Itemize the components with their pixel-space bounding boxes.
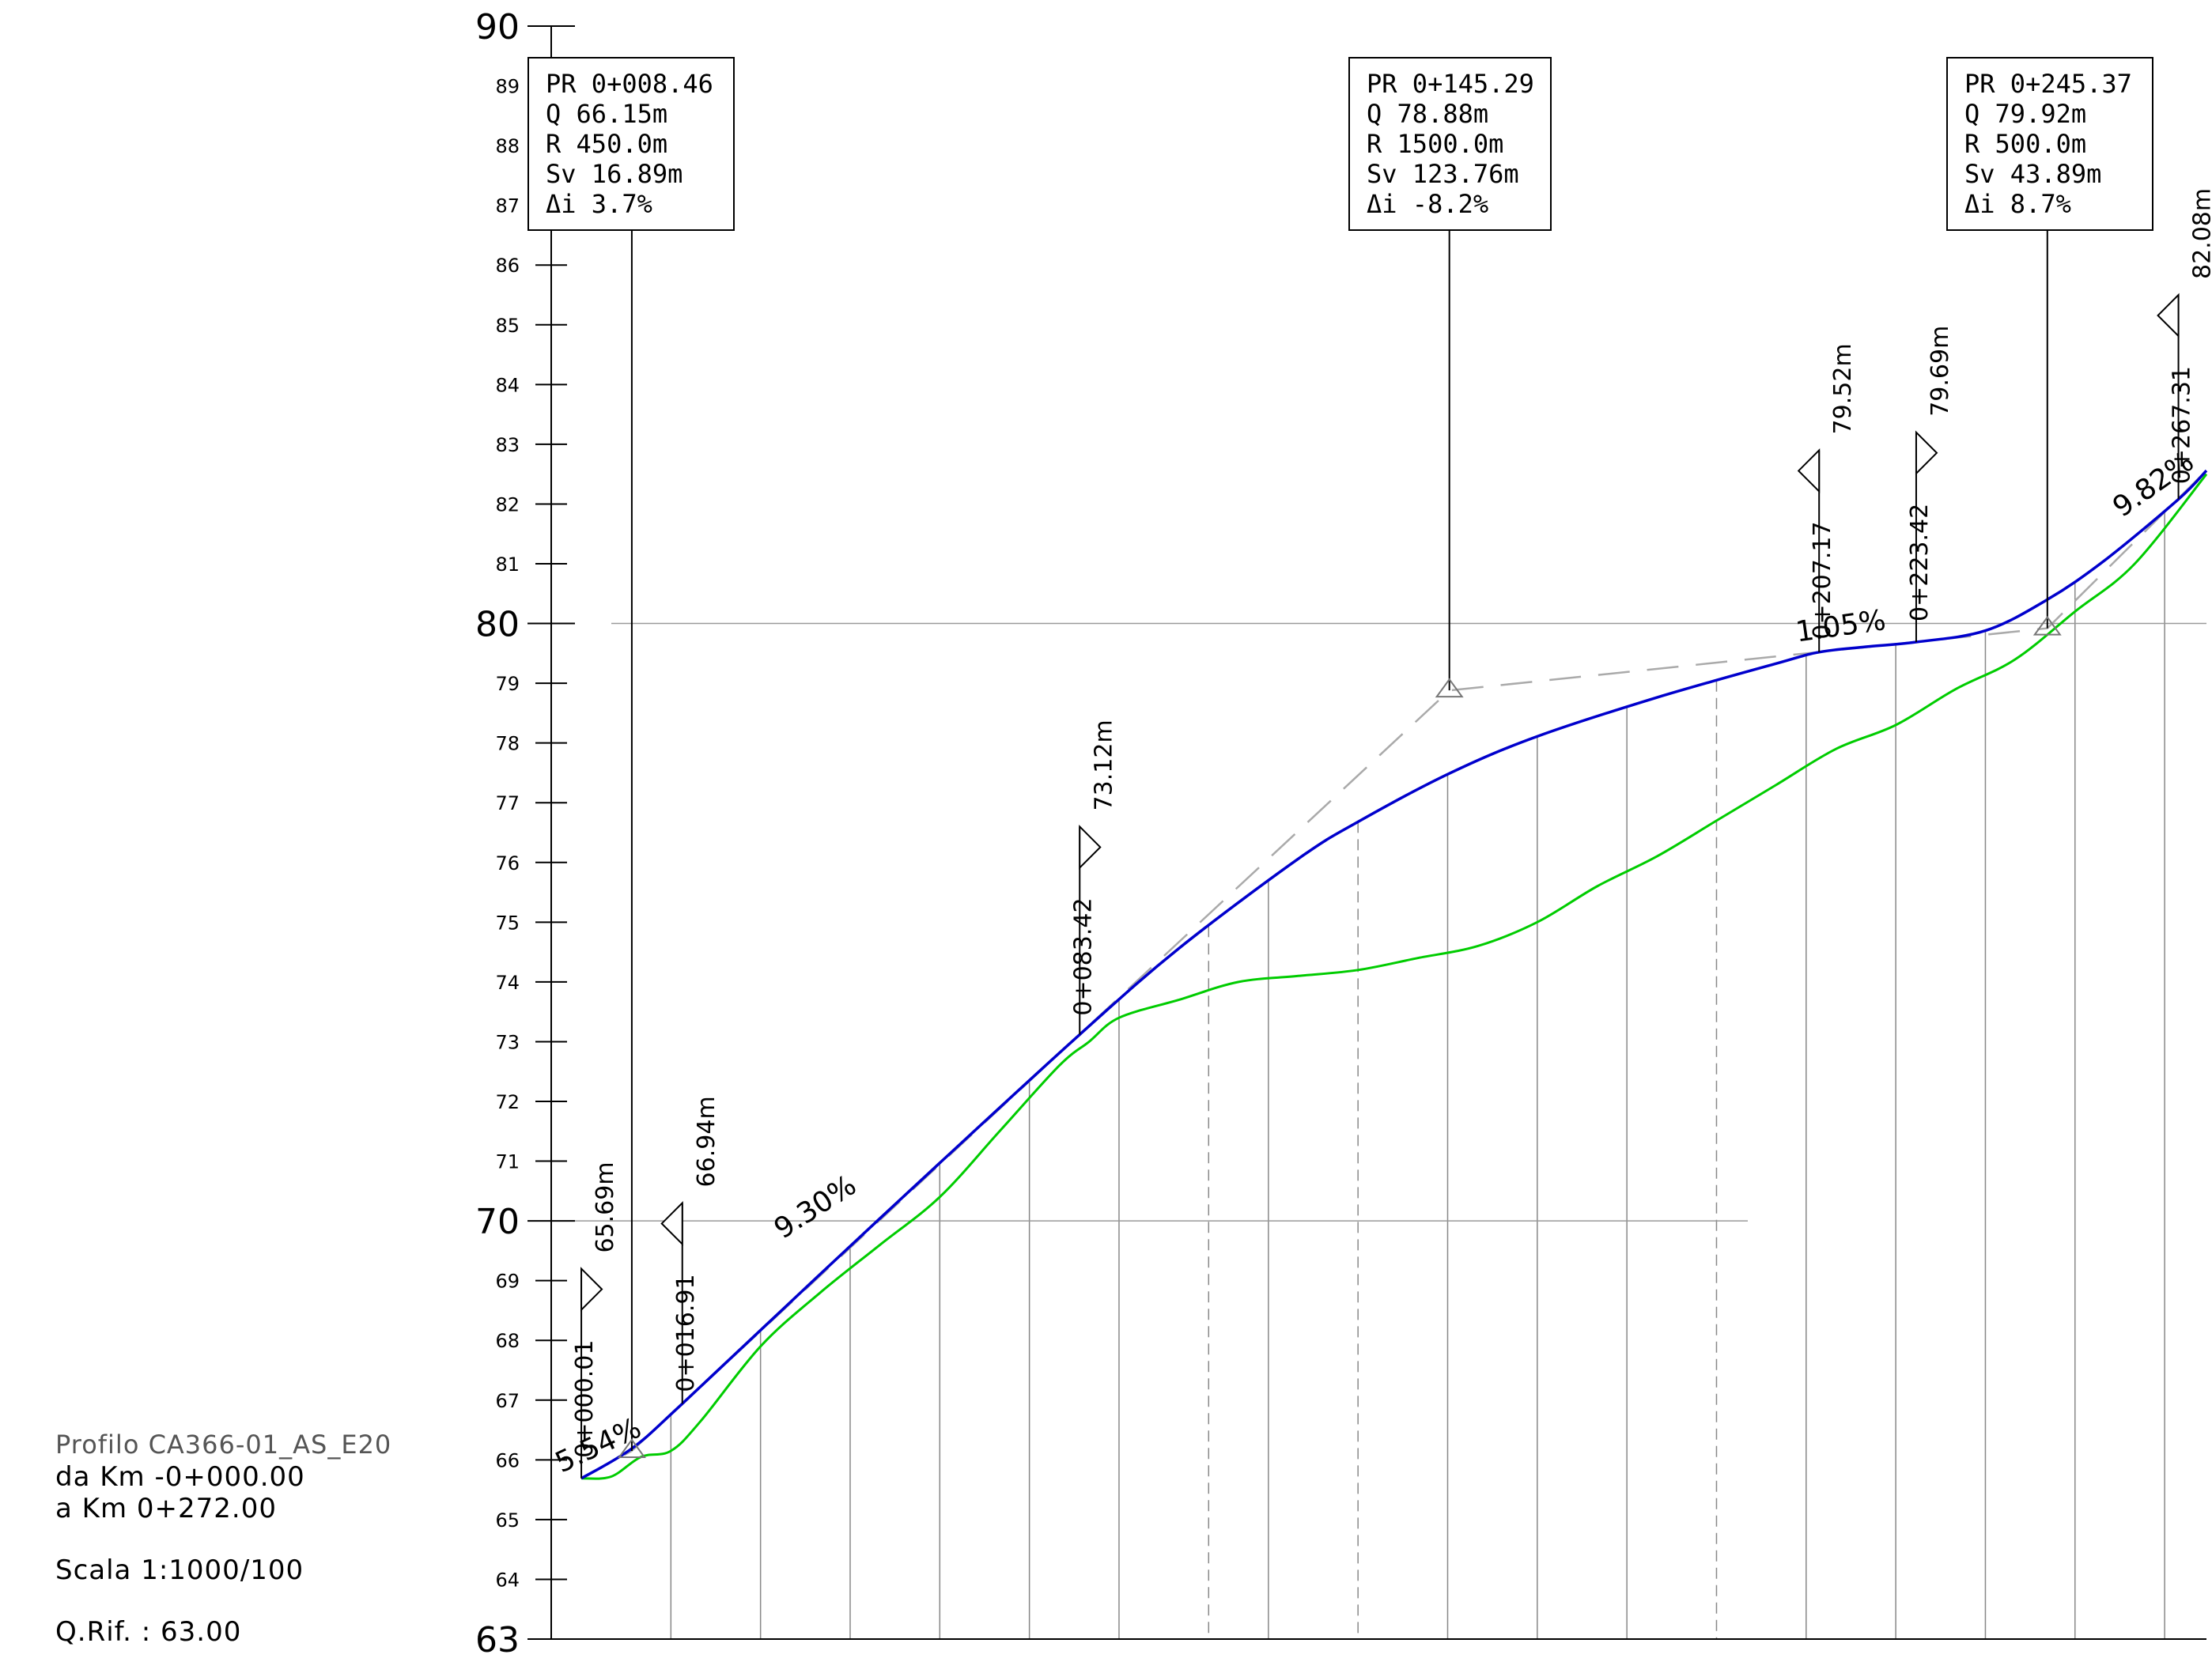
marker-flag — [580, 1267, 603, 1312]
vertical-curve-text: Sv 123.76m — [1367, 159, 1519, 189]
vertical-curve-text: Q 79.92m — [1964, 99, 2086, 129]
grade-label: 1.05% — [1794, 604, 1888, 649]
marker-elevation-label: 73.12m — [1090, 720, 1117, 810]
y-tick-label: 65 — [495, 1509, 520, 1532]
vertical-curve-box — [527, 57, 735, 231]
vertical-curve-box — [1946, 57, 2153, 231]
profile-info: Profilo CA366-01_AS_E20 da Km -0+000.00 … — [55, 1430, 391, 1648]
tangent-polygon — [580, 470, 2207, 1479]
y-tick-label: 77 — [495, 792, 520, 814]
y-tick-label: 68 — [495, 1330, 520, 1352]
vertical-curve-vertex-marker — [617, 1438, 646, 1458]
vertical-curve-text: R 450.0m — [546, 129, 667, 159]
y-axis: 63 70 80 90 64 65 66 67 68 69 71 72 73 74 75 76 77 78 79 81… — [475, 7, 2206, 1660]
y-tick-label: 88 — [495, 135, 520, 157]
y-tick-label: 72 — [495, 1091, 520, 1113]
y-tick-label: 89 — [495, 76, 520, 98]
y-tick-label: 74 — [495, 972, 520, 994]
vertical-curve-text: Q 78.88m — [1367, 99, 1488, 129]
marker-station-label: 0+016.91 — [672, 1274, 700, 1392]
y-tick-label: 83 — [495, 434, 520, 456]
y-tick-label: 79 — [495, 673, 520, 695]
marker-station-label: 0+223.42 — [1906, 504, 1934, 621]
y-tick-label: 73 — [495, 1031, 520, 1053]
profile-end: a Km 0+272.00 — [55, 1493, 277, 1524]
marker-station-label: 0+207.17 — [1809, 521, 1836, 639]
profile-scale: Scala 1:1000/100 — [55, 1554, 304, 1586]
marker-flag — [1797, 448, 1821, 493]
y-tick-label: 85 — [495, 315, 520, 337]
vertical-curve-text: Sv 43.89m — [1964, 159, 2101, 189]
marker-elevation-label: 65.69m — [592, 1162, 619, 1252]
marker-flag — [2157, 293, 2180, 338]
y-tick-label: 67 — [495, 1390, 520, 1412]
vertical-curve-text: Sv 16.89m — [546, 159, 683, 189]
y-tick-label: 71 — [495, 1151, 520, 1173]
marker-elevation-label: 66.94m — [693, 1096, 720, 1187]
marker-station-label: 0+267.31 — [2169, 366, 2196, 484]
profile-start: da Km -0+000.00 — [55, 1461, 305, 1493]
vertical-curve-vertex-marker — [1435, 678, 1464, 698]
marker-flag — [1079, 825, 1102, 870]
y-tick-label: 84 — [495, 374, 520, 396]
y-tick-label: 64 — [495, 1569, 520, 1591]
profile-reference-level: Q.Rif. : 63.00 — [55, 1616, 242, 1648]
y-tick-label: 78 — [495, 733, 520, 755]
marker-elevation-label: 79.69m — [1927, 326, 1954, 417]
vertical-curve-box — [1348, 57, 1552, 231]
profile-name: Profilo CA366-01_AS_E20 — [55, 1430, 392, 1460]
vertical-curve-text: PR 0+245.37 — [1964, 69, 2132, 99]
y-tick-label: 81 — [495, 553, 520, 576]
tangent-line — [580, 470, 2207, 1479]
vertical-curve-text: PR 0+145.29 — [1367, 69, 1534, 99]
reference-lines — [569, 622, 2206, 1222]
design-grade-line — [580, 469, 2208, 1480]
y-tick-label: 82 — [495, 493, 520, 516]
vertical-curve-text: R 1500.0m — [1367, 129, 1503, 159]
profile-series — [580, 469, 2208, 1480]
y-tick-label: 63 — [475, 1620, 520, 1660]
vertical-curve-text: Δi 3.7% — [546, 189, 652, 219]
y-tick-label: 66 — [495, 1449, 520, 1471]
marker-station-label: 0+083.42 — [1069, 897, 1097, 1015]
y-tick-label: 75 — [495, 912, 520, 934]
vertical-curve-vertex-marker — [2032, 615, 2062, 636]
ground-line — [580, 473, 2208, 1480]
marker-flag — [660, 1201, 683, 1246]
y-tick-label: 80 — [475, 605, 520, 645]
y-tick-label: 70 — [475, 1202, 520, 1242]
y-tick-label: 90 — [475, 7, 520, 47]
marker-station-label: 0+000.01 — [571, 1340, 599, 1458]
y-tick-label: 86 — [495, 255, 520, 277]
vertical-curve-text: Δi 8.7% — [1964, 189, 2071, 219]
marker-flag — [1915, 430, 1938, 476]
section-lines — [670, 510, 2165, 1639]
y-tick-label: 76 — [495, 852, 520, 874]
marker-elevation-label: 79.52m — [1829, 343, 1857, 434]
vertical-curve-text: Q 66.15m — [546, 99, 667, 129]
vertical-curve-text: R 500.0m — [1964, 129, 2086, 159]
y-tick-label: 87 — [495, 195, 520, 217]
vertical-curve-text: PR 0+008.46 — [546, 69, 713, 99]
point-markers: 0+000.01 65.69m 0+016.91 66.94m 0+083.42 73.1… — [571, 188, 2212, 1479]
y-tick-label: 69 — [495, 1271, 520, 1293]
vertical-curve-text: Δi -8.2% — [1367, 189, 1488, 219]
grade-labels: 5.54%9.30%1.05%9.82% — [550, 445, 2199, 1479]
marker-elevation-label: 82.08m — [2189, 188, 2212, 279]
grade-label: 9.30% — [769, 1169, 862, 1246]
